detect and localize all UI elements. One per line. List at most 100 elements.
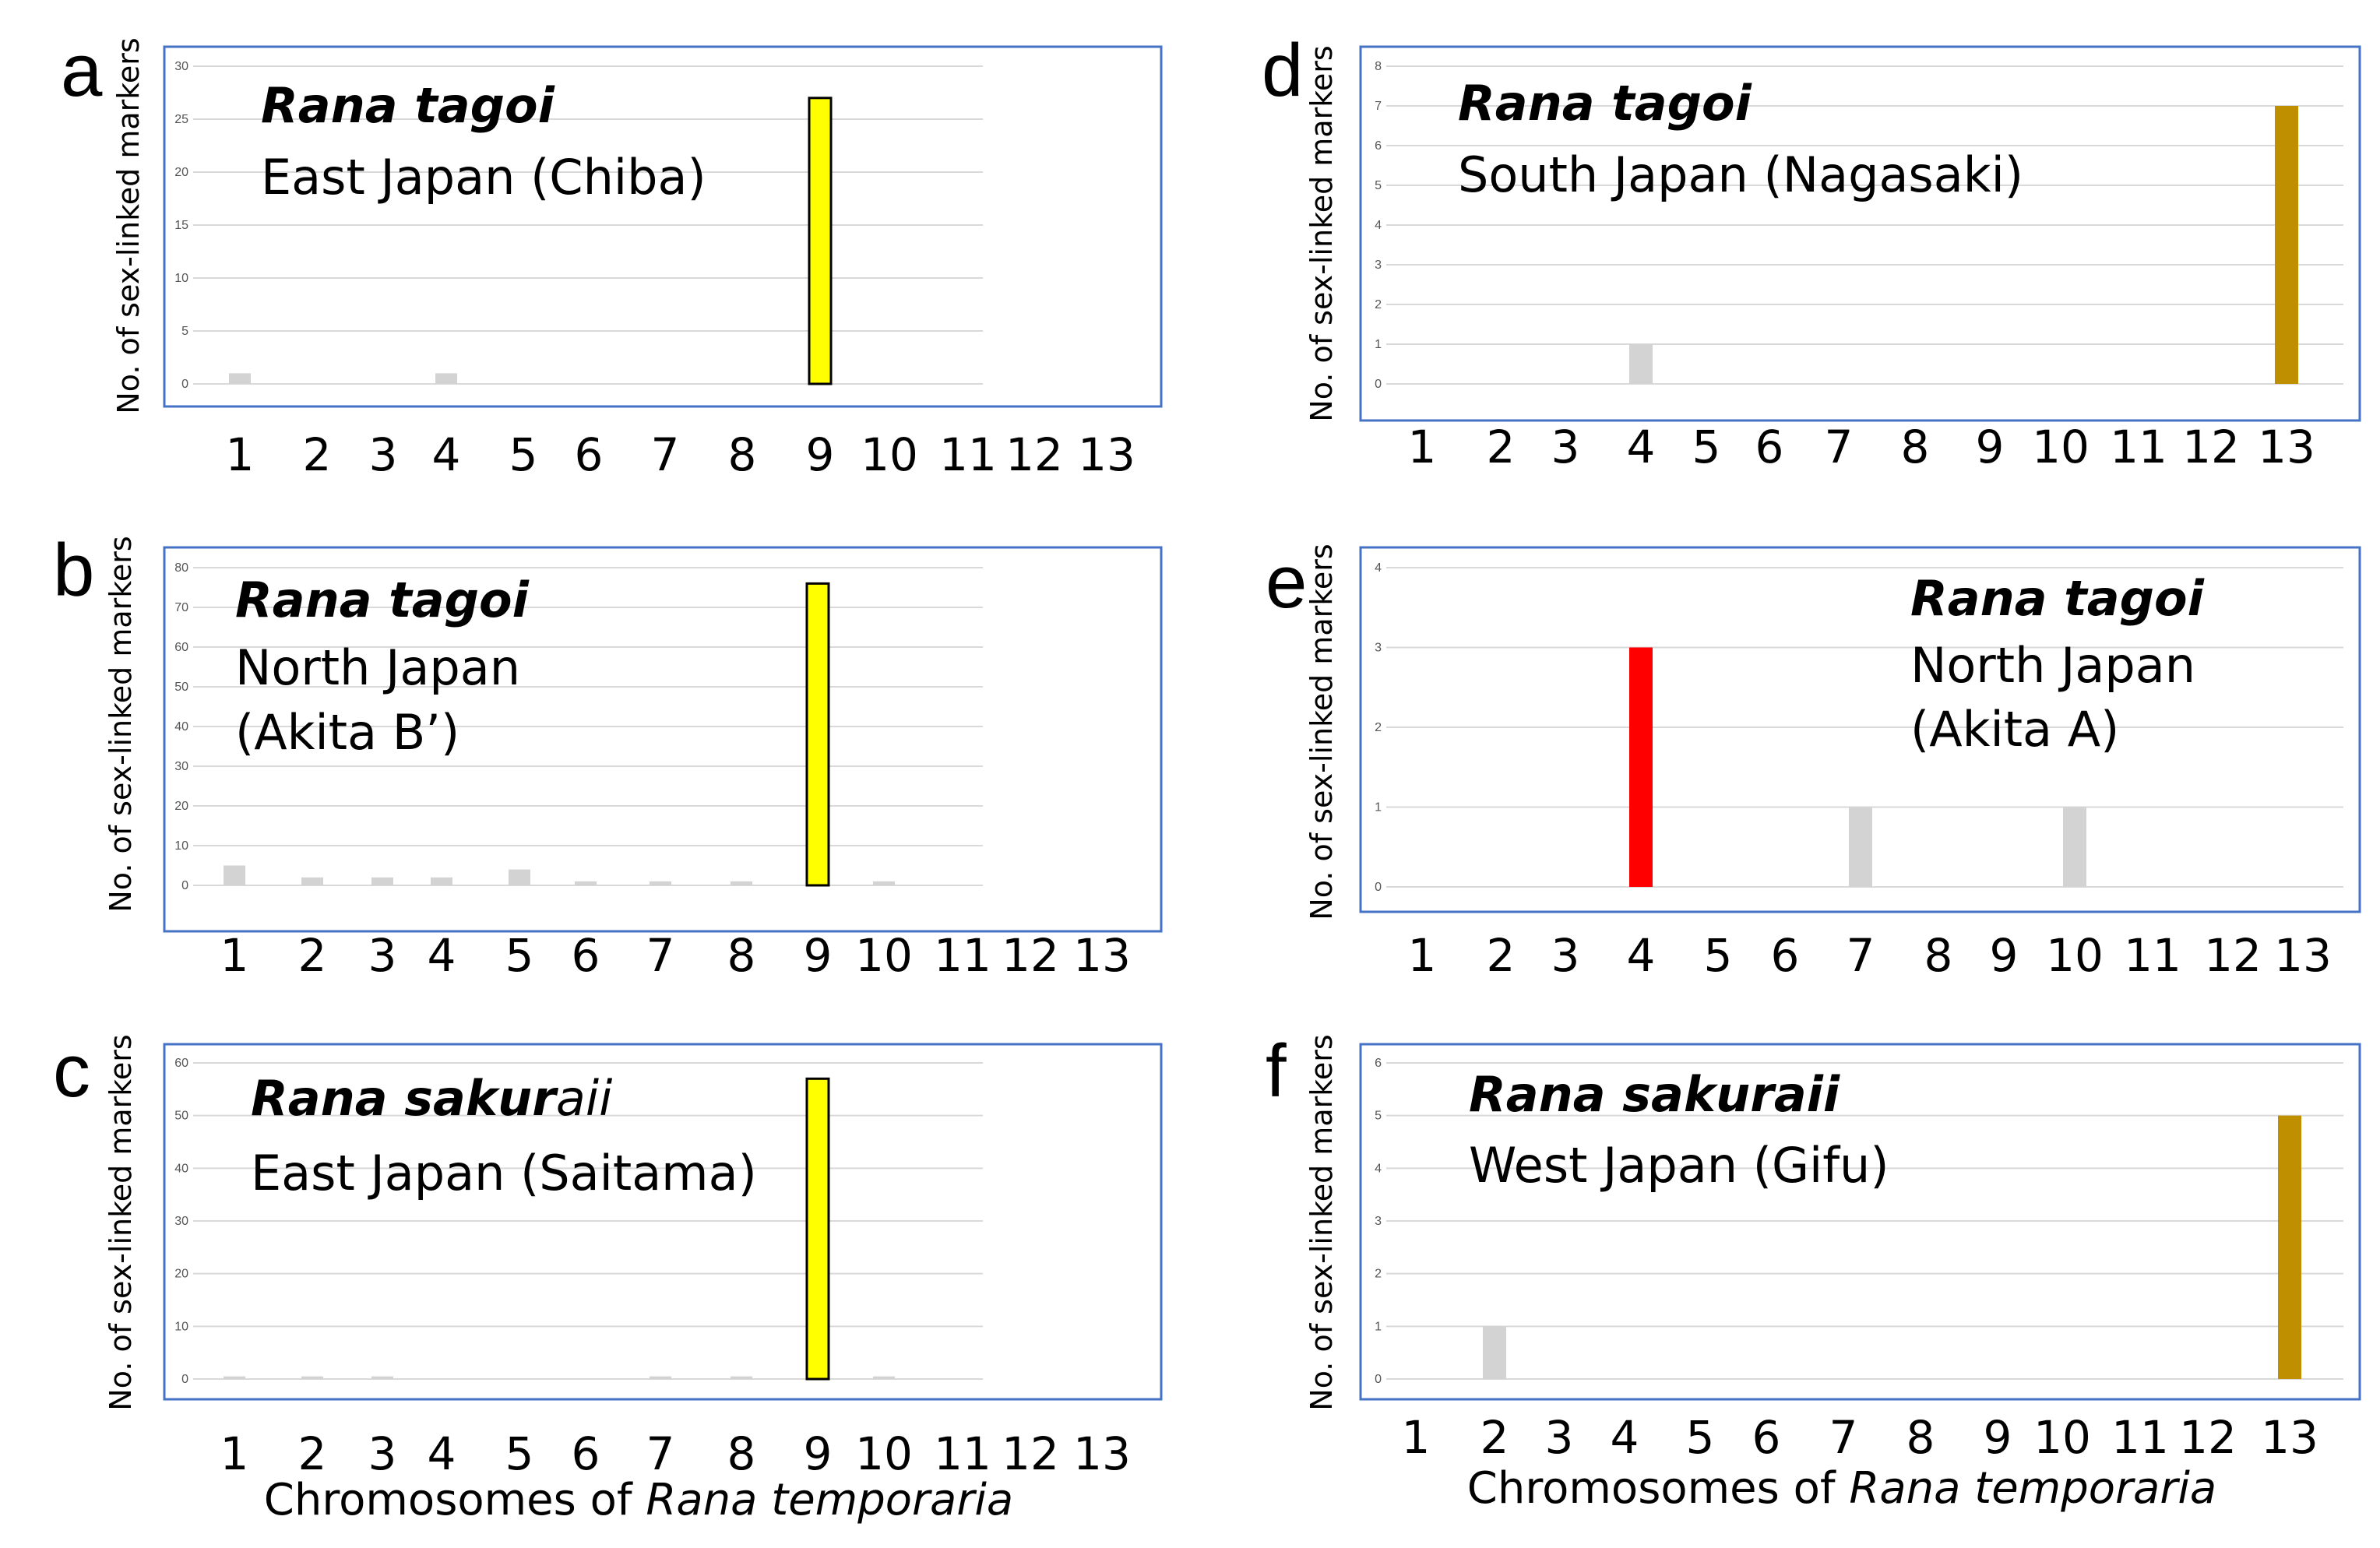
y-tick-label: 20	[174, 1268, 188, 1281]
chart-frame	[163, 45, 1163, 408]
x-tick-label: 4	[1627, 929, 1656, 982]
x-tick-label: 3	[1551, 929, 1580, 982]
y-tick-label: 40	[174, 720, 188, 734]
chart-frame	[1359, 1043, 2361, 1401]
x-tick-label: 12	[2179, 1411, 2237, 1464]
panel-letter: e	[1266, 540, 1307, 624]
x-tick-label: 10	[2032, 420, 2090, 473]
x-tick-label: 8	[727, 929, 756, 982]
x-tick-label: 8	[1906, 1411, 1935, 1464]
bar-chr-7	[650, 881, 671, 885]
location-label: North Japan	[1910, 637, 2195, 694]
y-axis-label: No. of sex-linked markers	[111, 37, 146, 413]
y-tick-label: 1	[1375, 1320, 1382, 1333]
x-tick-label: 11	[934, 1427, 991, 1480]
x-tick-label: 3	[369, 428, 398, 481]
y-tick-label: 1	[1375, 338, 1382, 351]
x-tick-label: 5	[505, 929, 534, 982]
x-tick-label: 9	[1976, 420, 2005, 473]
bar-chr-1	[224, 865, 245, 885]
species-label: Rana tagoi	[235, 572, 530, 628]
x-tick-label: 12	[1005, 428, 1063, 481]
y-tick-label: 4	[1375, 561, 1382, 575]
x-tick-label: 11	[2110, 420, 2167, 473]
y-tick-label: 60	[174, 641, 188, 654]
x-tick-label: 1	[220, 929, 249, 982]
x-tick-label: 6	[1771, 929, 1800, 982]
x-tick-label: 2	[1480, 1411, 1509, 1464]
y-tick-label: 80	[174, 561, 188, 575]
x-tick-label: 7	[1825, 420, 1854, 473]
x-tick-label: 8	[1901, 420, 1930, 473]
y-tick-label: 50	[174, 1110, 188, 1123]
x-tick-label: 1	[1402, 1411, 1431, 1464]
bar-chr-10	[873, 881, 895, 885]
y-tick-label: 0	[181, 879, 188, 892]
x-tick-label: 12	[2204, 929, 2262, 982]
y-tick-label: 30	[174, 1215, 188, 1228]
x-tick-label: 13	[1073, 929, 1131, 982]
y-axis-label: No. of sex-linked markers	[1304, 544, 1339, 920]
y-tick-label: 30	[174, 760, 188, 773]
y-tick-label: 6	[1375, 139, 1382, 153]
x-tick-label: 6	[572, 929, 600, 982]
y-tick-label: 50	[174, 681, 188, 694]
x-tick-label: 9	[804, 929, 833, 982]
y-tick-label: 1	[1375, 801, 1382, 814]
bar-highlight-chr-13	[2278, 1115, 2301, 1379]
y-tick-label: 0	[1375, 1373, 1382, 1386]
chart-panel-b: b 0 10 20 30 40 50 60 70 80 No. of sex-linked mark…	[53, 529, 1163, 982]
y-tick-label: 2	[1375, 721, 1382, 734]
species-label: Rana tagoi	[1910, 570, 2205, 627]
y-tick-label: 20	[174, 166, 188, 179]
x-tick-label: 3	[368, 929, 397, 982]
bar-chr-10	[873, 1376, 895, 1379]
bar-chr-4	[431, 877, 452, 885]
bar-chr-3	[371, 877, 393, 885]
x-tick-label: 13	[2274, 929, 2332, 982]
y-axis-label: No. of sex-linked markers	[1304, 45, 1339, 421]
location-label: East Japan (Saitama)	[251, 1145, 757, 1201]
x-tick-label: 7	[1829, 1411, 1858, 1464]
y-tick-label: 40	[174, 1162, 188, 1175]
x-tick-label: 9	[1990, 929, 2019, 982]
species-label: Rana sakuraii	[251, 1070, 612, 1127]
location-label: (Akita A)	[1910, 701, 2119, 758]
y-tick-label: 10	[174, 272, 188, 285]
x-tick-label: 10	[855, 929, 913, 982]
y-tick-label: 5	[1375, 179, 1382, 192]
bar-chr-2	[1483, 1326, 1506, 1379]
bar-chr-8	[731, 1376, 752, 1379]
x-tick-label: 1	[1408, 420, 1437, 473]
panel-letter: b	[53, 529, 94, 612]
location-label: South Japan (Nagasaki)	[1458, 146, 2023, 203]
x-tick-label: 6	[1755, 420, 1784, 473]
x-tick-label: 8	[1924, 929, 1953, 982]
chart-frame	[163, 1043, 1163, 1401]
y-tick-label: 3	[1375, 642, 1382, 655]
chart-frame	[163, 546, 1163, 933]
x-tick-label: 6	[1752, 1411, 1781, 1464]
y-tick-label: 5	[181, 325, 188, 338]
y-tick-label: 0	[1375, 378, 1382, 391]
bar-chr-5	[509, 869, 530, 885]
x-tick-label: 12	[1002, 1427, 1059, 1480]
x-tick-label: 11	[934, 929, 991, 982]
x-tick-label: 2	[298, 1427, 327, 1480]
y-tick-label: 10	[174, 1320, 188, 1333]
x-tick-label: 12	[1002, 929, 1059, 982]
x-tick-label: 11	[2111, 1411, 2169, 1464]
x-tick-label: 4	[1627, 420, 1656, 473]
x-tick-label: 10	[2033, 1411, 2091, 1464]
x-tick-label: 5	[1686, 1411, 1715, 1464]
x-tick-label: 5	[1692, 420, 1721, 473]
location-label: West Japan (Gifu)	[1469, 1137, 1889, 1194]
x-tick-label: 4	[1611, 1411, 1639, 1464]
bar-chr-3	[371, 1376, 393, 1379]
y-axis-label: No. of sex-linked markers	[1304, 1034, 1339, 1410]
